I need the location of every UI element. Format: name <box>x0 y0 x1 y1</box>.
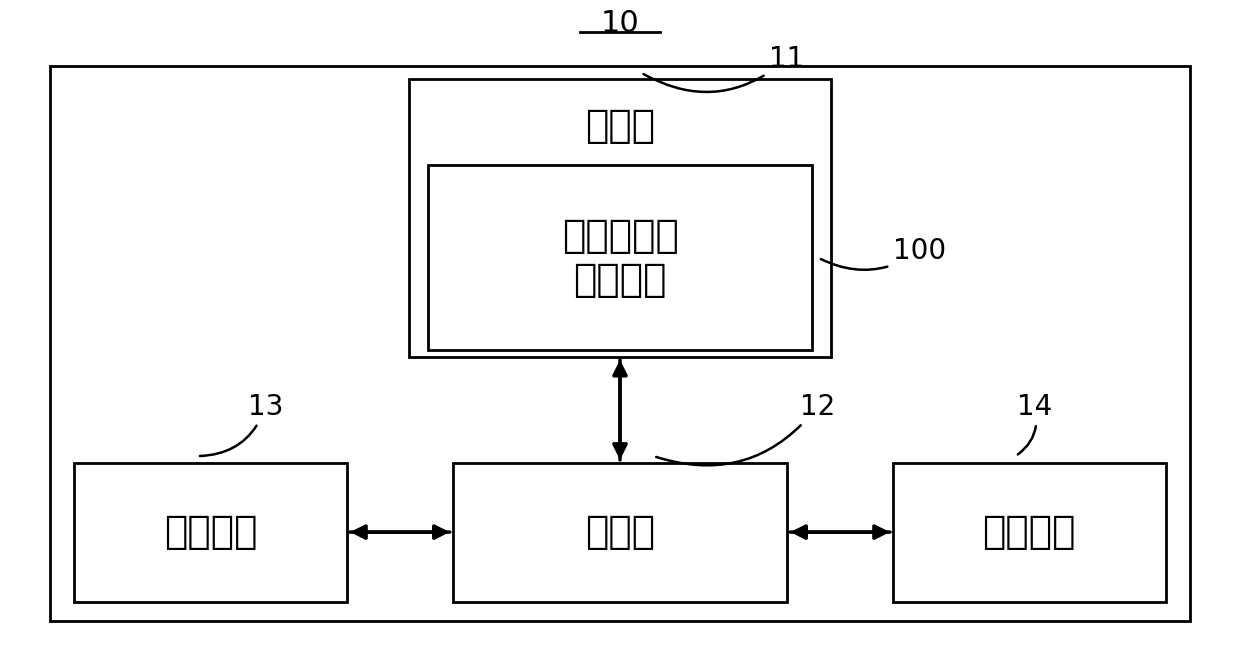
Text: 14: 14 <box>1017 393 1052 455</box>
Text: 存储器: 存储器 <box>585 106 655 145</box>
Text: 11: 11 <box>644 46 804 92</box>
Text: 13: 13 <box>200 393 284 456</box>
Bar <box>50 66 1190 621</box>
Bar <box>409 79 831 357</box>
Text: 处理器: 处理器 <box>585 513 655 551</box>
Bar <box>893 463 1166 602</box>
Bar <box>428 165 812 350</box>
Bar <box>453 463 787 602</box>
Text: 10: 10 <box>600 9 640 38</box>
Bar <box>74 463 347 602</box>
Text: 荊光光谱峰
筛选装置: 荊光光谱峰 筛选装置 <box>562 217 678 299</box>
Text: 100: 100 <box>821 237 946 270</box>
Text: 通信单元: 通信单元 <box>164 513 258 551</box>
Text: 显示组件: 显示组件 <box>982 513 1076 551</box>
Text: 12: 12 <box>656 393 835 465</box>
